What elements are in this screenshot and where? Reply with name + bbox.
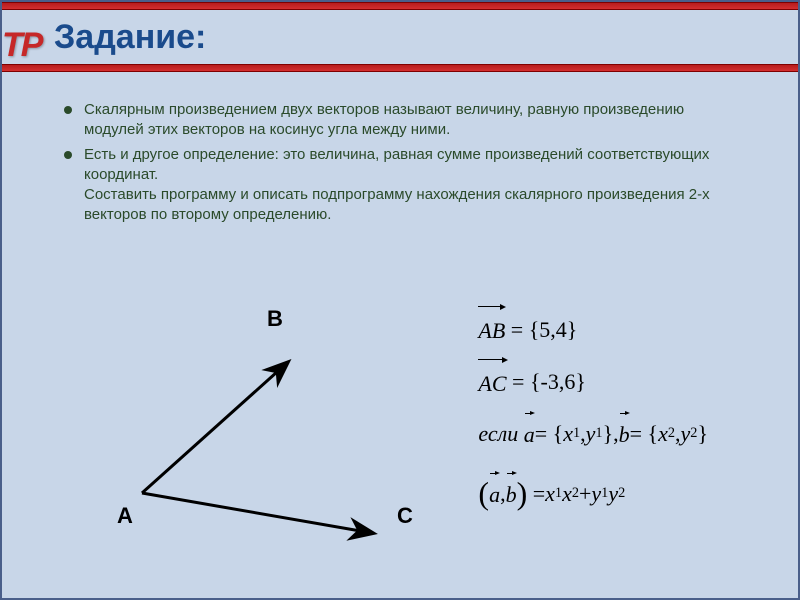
body-text: Скалярным произведением двух векторов на… — [64, 100, 738, 226]
bullet-item: Есть и другое определение: это величина,… — [64, 145, 738, 226]
bullet-dot-icon — [64, 106, 72, 114]
slide: ТР Задание: Скалярным произведением двух… — [0, 0, 800, 600]
vector-AB — [142, 363, 287, 493]
slide-title: Задание: — [54, 18, 206, 57]
val: -3 — [541, 362, 559, 402]
header-bar-bottom — [2, 64, 798, 72]
bullet-dot-icon — [64, 151, 72, 159]
point-label-A: A — [117, 503, 133, 529]
formula-dotproduct: (a, b) = x1x2 + y1y2 — [478, 465, 708, 523]
point-label-B: B — [267, 306, 283, 332]
bullet-text: Есть и другое определение: это величина,… — [84, 145, 738, 226]
header-bar-top — [2, 2, 798, 10]
vec-label: AC — [478, 361, 506, 404]
corner-label: ТР — [2, 26, 41, 65]
formula-AC: AC = {-3, 6} — [478, 361, 708, 404]
title-row: ТР Задание: — [2, 18, 798, 57]
val: 5 — [539, 310, 550, 350]
val: 4 — [556, 310, 567, 350]
bullet-text: Скалярным произведением двух векторов на… — [84, 100, 738, 141]
val: 6 — [564, 362, 575, 402]
vec-label: AB — [478, 308, 505, 351]
vector-diagram — [52, 308, 412, 568]
formula-general: если a = {x1, y1}, b = {x2, y2} — [478, 413, 708, 455]
formula-block: AB = {5, 4} AC = {-3, 6} если a = {x1, y… — [478, 308, 708, 532]
vector-AC — [142, 493, 372, 533]
bullet-item: Скалярным произведением двух векторов на… — [64, 100, 738, 141]
point-label-C: C — [397, 503, 413, 529]
diagram-area: B A C AB = {5, 4} AC = {-3, 6} если a = … — [2, 278, 798, 578]
formula-AB: AB = {5, 4} — [478, 308, 708, 351]
